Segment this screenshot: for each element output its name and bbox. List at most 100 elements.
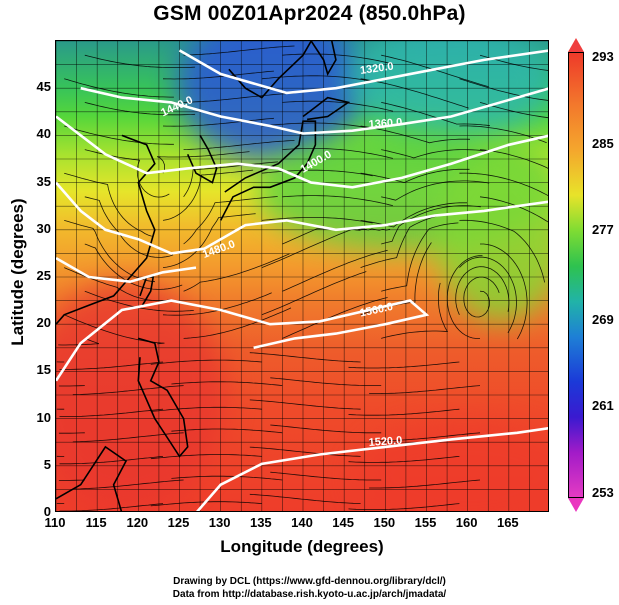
wind-streamline <box>249 352 361 363</box>
wind-streamline <box>282 249 388 292</box>
contour-1320 <box>178 49 548 95</box>
x-axis-label: Longitude (degrees) <box>220 537 384 556</box>
coastline-taiwan <box>139 276 155 306</box>
wind-streamline <box>183 140 295 150</box>
x-tick-label: 110 <box>44 515 66 530</box>
wind-streamline <box>84 149 170 198</box>
wind-streamline <box>72 479 184 490</box>
contour-1440 <box>56 181 548 255</box>
x-tick-label: 120 <box>126 515 149 530</box>
wind-streamline <box>446 255 483 339</box>
wind-streamline <box>249 446 361 457</box>
coastline-borneo <box>56 445 128 511</box>
wind-streamline <box>479 54 548 71</box>
wind-streamline <box>459 125 547 144</box>
coastline-sakhalin <box>310 41 337 77</box>
contour-1480 <box>56 256 197 284</box>
contour-label: 1520.0 <box>368 435 402 449</box>
wind-streamline <box>369 432 481 442</box>
wind-streamline <box>249 493 361 504</box>
wind-streamline <box>360 125 471 144</box>
contour-1560 <box>56 299 430 382</box>
wind-streamline <box>59 503 164 511</box>
y-tick-label: 0 <box>43 504 51 519</box>
wind-streamline <box>261 217 373 224</box>
wind-streamline <box>59 456 164 465</box>
wind-streamline <box>183 196 278 245</box>
wind-streamline <box>58 338 100 346</box>
wind-streamline <box>348 361 460 369</box>
wind-streamline <box>369 385 481 394</box>
colorbar-max-arrow <box>568 38 584 52</box>
wind-streamline <box>171 475 283 481</box>
wind-streamline <box>381 102 490 127</box>
wind-streamline <box>84 196 174 258</box>
contour-label: 1560.0 <box>359 301 394 320</box>
colorbar-label-269: 269 <box>592 312 614 327</box>
x-tick-label: 130 <box>208 515 231 530</box>
contour-label: 1400.0 <box>299 149 334 176</box>
chart-title: GSM 00Z01Apr2024 (850.0hPa) <box>153 2 466 25</box>
contour-1360 <box>80 86 548 135</box>
wind-streamline <box>261 122 373 129</box>
wind-streamline <box>183 45 295 56</box>
coastline-hokkaido <box>302 96 351 121</box>
wind-streamline <box>150 406 262 412</box>
wind-streamline <box>463 276 500 318</box>
wind-streamline <box>183 253 290 292</box>
wind-streamline <box>381 180 490 201</box>
y-tick-label: 15 <box>36 362 51 378</box>
wind-streamline <box>282 100 393 112</box>
wind-streamline <box>64 172 152 237</box>
y-tick-label: 40 <box>36 126 51 142</box>
wind-streamline <box>84 102 196 116</box>
y-tick-label: 5 <box>43 456 51 472</box>
wind-streamline <box>150 454 262 460</box>
wind-streamline <box>270 424 382 434</box>
wind-streamline <box>381 222 459 292</box>
wind-streamline <box>150 359 262 365</box>
contour-label: 1320.0 <box>359 60 394 77</box>
wind-streamline <box>455 266 510 315</box>
wind-streamline <box>261 228 367 268</box>
wind-streamline <box>360 202 467 228</box>
wind-streamline <box>282 148 393 159</box>
wind-streamline <box>348 503 460 510</box>
wind-streamline <box>381 205 481 245</box>
colorbar-label-261: 261 <box>592 398 614 413</box>
y-tick-label: 45 <box>36 79 51 95</box>
contour-label: 1360.0 <box>368 117 402 131</box>
colorbar <box>568 52 584 498</box>
wind-streamline <box>183 307 292 339</box>
colorbar-label-253: 253 <box>592 485 614 500</box>
wind-streamline <box>162 117 274 127</box>
wind-streamline <box>162 213 256 268</box>
wind-streamline <box>59 361 164 370</box>
x-tick-label: 135 <box>249 515 272 530</box>
coastline-philippines <box>137 337 189 458</box>
x-tick-label: 145 <box>332 515 354 530</box>
x-tick-label: 125 <box>167 515 190 530</box>
y-tick-label: 10 <box>36 409 51 425</box>
wind-streamline <box>459 172 548 197</box>
wind-streamline <box>84 54 196 68</box>
wind-streamline <box>270 471 382 481</box>
x-tick-label: 150 <box>373 515 396 530</box>
coastline-japan <box>219 120 317 221</box>
wind-streamline <box>360 78 469 109</box>
wind-streamline <box>459 219 545 283</box>
wind-streamline <box>72 385 184 396</box>
x-tick-label: 115 <box>85 515 107 530</box>
wind-streamline <box>249 399 361 410</box>
wind-streamline <box>381 282 449 339</box>
x-tick-label: 140 <box>291 515 313 530</box>
wind-streamline <box>360 168 470 184</box>
wind-streamline <box>369 479 481 489</box>
credit-drawing: Drawing by DCL (https://www.gfd-dennou.o… <box>173 576 446 587</box>
map-plot-area: 1320.0 1360.0 1400.0 1440.0 1480.0 1560.0 1520… <box>55 40 549 512</box>
y-axis-label: Latitude (degrees) <box>8 198 27 346</box>
wind-streamline <box>270 377 382 386</box>
colorbar-label-293: 293 <box>592 49 614 64</box>
wind-streamline <box>348 408 460 416</box>
contour-label: 1440.0 <box>159 94 195 119</box>
